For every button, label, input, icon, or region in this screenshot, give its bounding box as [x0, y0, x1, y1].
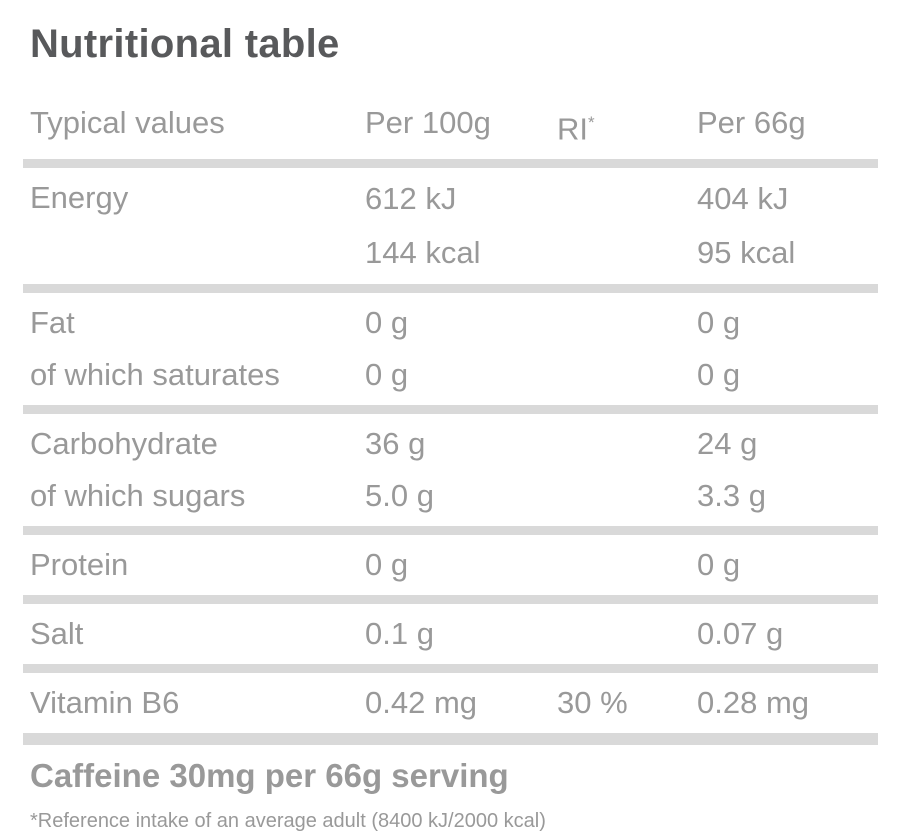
value-per-100g: 612 kJ 144 kcal — [365, 172, 557, 280]
reference-intake-footnote: *Reference intake of an average adult (8… — [30, 810, 546, 833]
divider-below-carbohydrate — [23, 526, 878, 536]
value-per-serving: 0 g — [697, 357, 741, 393]
row-carbohydrate: Carbohydrate 36 g 24 g — [30, 418, 878, 470]
row-fat: Fat 0 g 0 g — [30, 297, 878, 349]
row-sugars: of which sugars 5.0 g 3.3 g — [30, 470, 878, 522]
page-title: Nutritional table — [30, 22, 340, 66]
header-per-serving: Per 66g — [697, 105, 806, 140]
value-per-100g: 0 g — [365, 547, 409, 583]
divider-below-vitamin-b6 — [23, 733, 878, 746]
row-label: Carbohydrate — [30, 426, 218, 462]
value-per-serving: 0 g — [697, 547, 741, 583]
row-label: Salt — [30, 616, 84, 652]
energy-per-100g-kj: 612 kJ — [365, 181, 457, 217]
value-per-100g: 0.42 mg — [365, 685, 478, 721]
row-label: Protein — [30, 547, 129, 583]
row-saturates: of which saturates 0 g 0 g — [30, 349, 878, 401]
energy-per-100g-kcal: 144 kcal — [365, 235, 481, 271]
header-per-100g: Per 100g — [365, 105, 491, 140]
value-per-serving: 24 g — [697, 426, 758, 462]
divider-below-energy — [23, 284, 878, 294]
value-per-serving: 3.3 g — [697, 478, 766, 514]
row-vitamin-b6: Vitamin B6 0.42 mg 30 % 0.28 mg — [30, 677, 878, 729]
energy-per-serving-kcal: 95 kcal — [697, 235, 796, 271]
value-per-100g: 0 g — [365, 357, 409, 393]
divider-below-header — [23, 159, 878, 169]
value-ri: 30 % — [557, 685, 628, 721]
value-per-serving: 0 g — [697, 305, 741, 341]
value-per-serving: 0.28 mg — [697, 685, 810, 721]
row-label: of which sugars — [30, 478, 246, 514]
value-per-100g: 5.0 g — [365, 478, 434, 514]
header-ri: RI* — [557, 97, 697, 155]
caffeine-note: Caffeine 30mg per 66g serving — [30, 757, 509, 795]
value-per-100g: 36 g — [365, 426, 426, 462]
row-label: Fat — [30, 305, 75, 341]
row-label: Energy — [30, 180, 129, 216]
row-protein: Protein 0 g 0 g — [30, 539, 878, 591]
header-typical-values: Typical values — [30, 105, 225, 140]
value-per-serving: 0.07 g — [697, 616, 784, 652]
header-ri-label: RI — [557, 111, 588, 147]
divider-below-protein — [23, 595, 878, 605]
value-per-100g: 0.1 g — [365, 616, 434, 652]
value-per-100g: 0 g — [365, 305, 409, 341]
header-ri-asterisk: * — [588, 113, 595, 132]
divider-below-salt — [23, 664, 878, 674]
energy-per-serving-kj: 404 kJ — [697, 181, 789, 217]
table-header-row: Typical values Per 100g RI* Per 66g — [30, 97, 878, 155]
row-salt: Salt 0.1 g 0.07 g — [30, 608, 878, 660]
row-energy: Energy 612 kJ 144 kcal 404 kJ 95 kcal — [30, 172, 878, 280]
row-label: of which saturates — [30, 357, 280, 393]
divider-below-fat — [23, 405, 878, 415]
row-label: Vitamin B6 — [30, 685, 180, 721]
value-per-serving: 404 kJ 95 kcal — [697, 172, 878, 280]
